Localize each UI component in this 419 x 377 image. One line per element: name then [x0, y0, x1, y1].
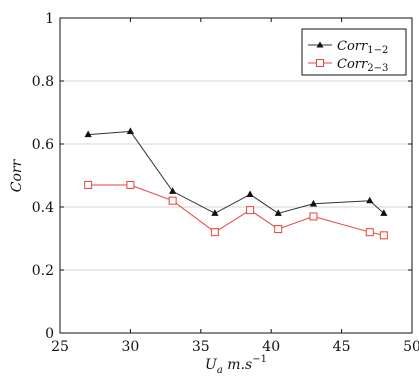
x-axis-title-superscript: −1	[252, 354, 267, 365]
legend-label-series-1-name: Corr	[337, 39, 368, 54]
series-2-point	[246, 206, 255, 215]
tick-labels: 0 0.2 0.4 0.6 0.8 1 25 30 35 40 45 50	[32, 11, 419, 355]
legend-label-series-2-name: Corr	[337, 57, 368, 72]
y-tick-label: 0.4	[32, 200, 54, 216]
x-tick-label: 25	[51, 339, 69, 355]
legend-label-series-2-subscript: 2−3	[367, 63, 388, 74]
y-tick-label: 1	[45, 11, 54, 27]
legend-label-series-1: Corr1−2	[337, 39, 388, 56]
legend-marker-series-1	[316, 41, 324, 48]
x-axis-title: Ua m.s−1	[205, 354, 267, 376]
x-tick-label: 50	[403, 339, 419, 355]
x-tick-label: 35	[192, 339, 210, 355]
x-tick-label: 30	[121, 339, 139, 355]
series-2-point	[210, 228, 219, 237]
x-axis-title-subscript: a	[217, 365, 223, 376]
series-2-point	[365, 228, 374, 237]
legend-box	[301, 28, 407, 76]
series-1-point	[274, 209, 282, 216]
y-tick-label: 0.6	[32, 137, 54, 153]
series-1-point	[126, 127, 134, 134]
y-axis-title: Corr	[9, 158, 25, 192]
x-tick-label: 45	[333, 339, 351, 355]
series-2-point	[379, 231, 388, 240]
series-2-point	[126, 180, 135, 189]
grid-lines	[60, 80, 412, 271]
series-markers	[84, 127, 388, 240]
y-tick-label: 0	[45, 326, 54, 342]
plot-frame	[59, 17, 413, 334]
series-1-point	[211, 209, 219, 216]
legend-marker-series-2	[316, 59, 324, 67]
series-1-point	[84, 130, 92, 138]
axis-ticks	[59, 17, 413, 334]
legend: Corr1−2 Corr2−3	[301, 28, 407, 76]
series-1-point	[246, 190, 254, 197]
legend-label-series-1-subscript: 1−2	[367, 45, 388, 56]
y-tick-label: 0.2	[32, 263, 54, 279]
series-2-point	[168, 196, 177, 205]
legend-label-series-2: Corr2−3	[337, 57, 388, 74]
series-2-point	[309, 212, 318, 221]
x-axis-title-unit: m.s	[223, 357, 252, 373]
series-1-point	[380, 209, 388, 216]
series-2-point	[84, 180, 93, 189]
x-axis-title-base: U	[205, 357, 218, 373]
series-1-point	[366, 196, 374, 204]
y-tick-label: 0.8	[32, 74, 54, 90]
x-tick-label: 40	[262, 339, 280, 355]
series-2-point	[274, 225, 283, 234]
series-1-point	[169, 187, 177, 194]
series-1-point	[309, 199, 318, 207]
